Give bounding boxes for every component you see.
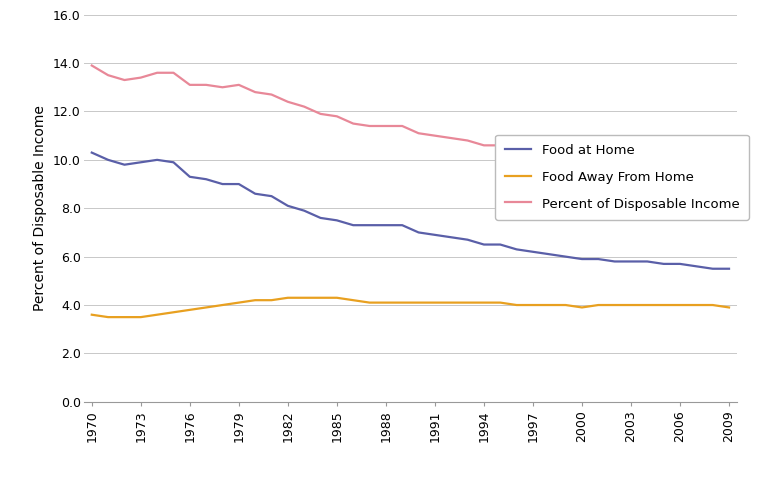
Legend: Food at Home, Food Away From Home, Percent of Disposable Income: Food at Home, Food Away From Home, Perce… (496, 135, 749, 220)
Y-axis label: Percent of Disposable Income: Percent of Disposable Income (33, 105, 47, 311)
